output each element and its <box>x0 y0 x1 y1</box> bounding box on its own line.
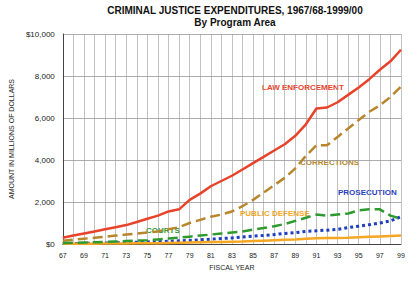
svg-text:95: 95 <box>355 252 363 259</box>
svg-text:2,000: 2,000 <box>35 198 56 207</box>
svg-text:75: 75 <box>143 252 151 259</box>
svg-text:85: 85 <box>249 252 257 259</box>
svg-text:79: 79 <box>186 252 194 259</box>
svg-text:81: 81 <box>207 252 215 259</box>
svg-text:93: 93 <box>334 252 342 259</box>
svg-text:$0: $0 <box>46 240 55 249</box>
svg-text:AMOUNT IN MILLIONS OF DOLLARS: AMOUNT IN MILLIONS OF DOLLARS <box>8 79 15 199</box>
svg-text:89: 89 <box>291 252 299 259</box>
svg-text:91: 91 <box>313 252 321 259</box>
svg-text:83: 83 <box>228 252 236 259</box>
svg-text:4,000: 4,000 <box>35 156 56 165</box>
svg-text:71: 71 <box>101 252 109 259</box>
svg-text:By Program Area: By Program Area <box>194 17 276 28</box>
svg-text:PUBLIC DEFENSE: PUBLIC DEFENSE <box>240 209 310 218</box>
svg-text:PROSECUTION: PROSECUTION <box>338 188 397 197</box>
svg-text:LAW ENFORCEMENT: LAW ENFORCEMENT <box>262 82 344 92</box>
svg-text:67: 67 <box>59 252 67 259</box>
svg-text:73: 73 <box>122 252 130 259</box>
svg-text:97: 97 <box>376 252 384 259</box>
svg-text:CRIMINAL JUSTICE EXPENDITURES,: CRIMINAL JUSTICE EXPENDITURES, 1967/68-1… <box>107 5 363 16</box>
svg-text:6,000: 6,000 <box>35 114 56 123</box>
svg-text:8,000: 8,000 <box>35 72 56 81</box>
svg-text:77: 77 <box>165 252 173 259</box>
svg-text:CORRECTIONS: CORRECTIONS <box>300 158 360 167</box>
svg-text:69: 69 <box>80 252 88 259</box>
svg-text:COURTS: COURTS <box>146 225 180 235</box>
svg-text:99: 99 <box>397 252 405 259</box>
svg-text:87: 87 <box>270 252 278 259</box>
svg-text:FISCAL YEAR: FISCAL YEAR <box>209 264 254 271</box>
svg-text:$10,000: $10,000 <box>26 30 55 39</box>
